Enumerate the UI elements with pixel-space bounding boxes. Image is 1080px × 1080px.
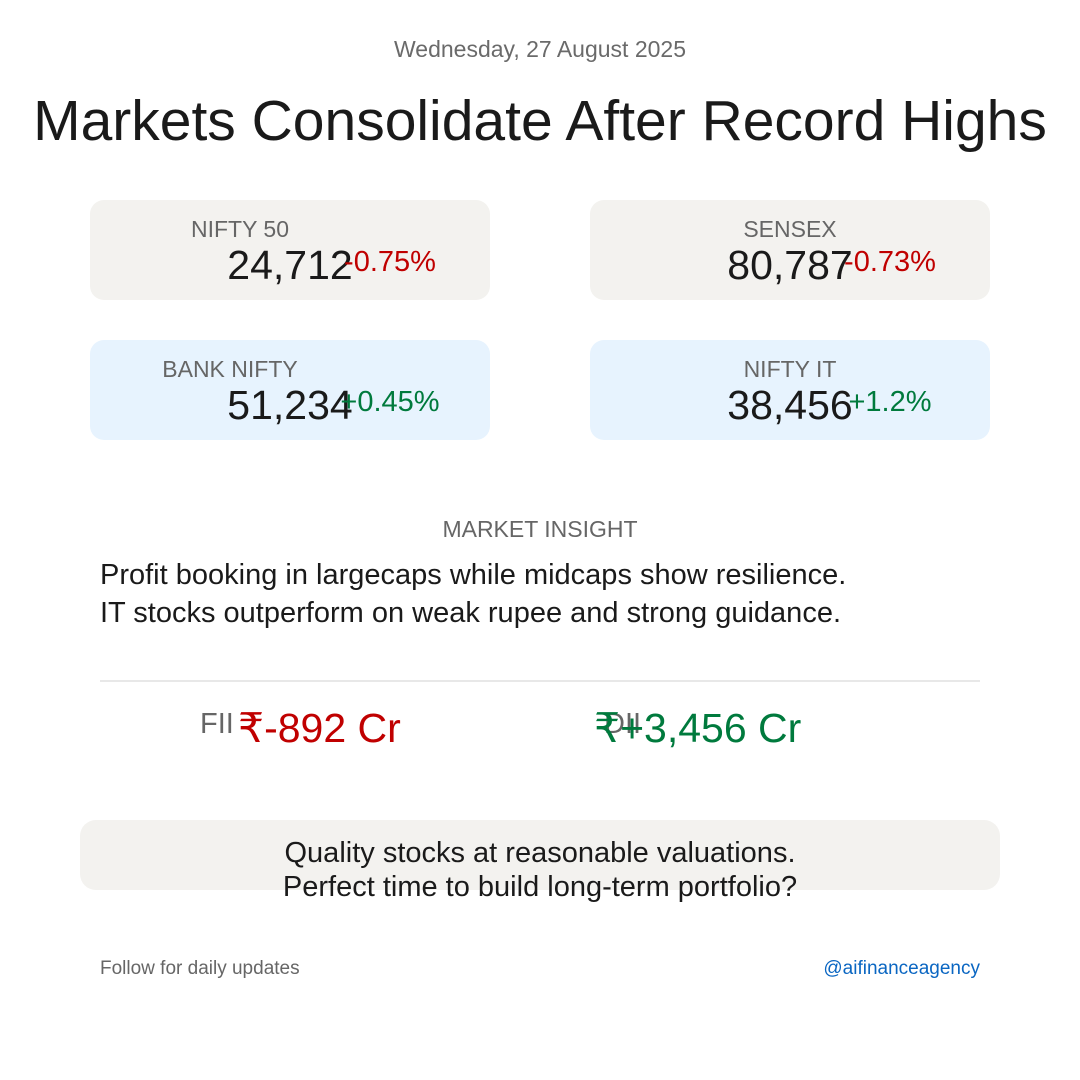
index-card-banknifty: BANK NIFTY 51,234 +0.45% bbox=[90, 340, 490, 440]
index-value: 80,787 bbox=[727, 242, 853, 288]
fii-flow: FII ₹-892 Cr bbox=[200, 704, 500, 754]
cta-line-1: Quality stocks at reasonable valuations. bbox=[284, 837, 796, 869]
insight-label: MARKET INSIGHT bbox=[442, 516, 638, 542]
cta-text: Quality stocks at reasonable valuations.… bbox=[0, 836, 1080, 904]
index-value: 24,712 bbox=[227, 242, 353, 288]
dii-value: ₹+3,456 Cr bbox=[594, 705, 802, 751]
date-text: Wednesday, 27 August 2025 bbox=[394, 36, 686, 62]
cta-line-2: Perfect time to build long-term portfoli… bbox=[282, 871, 798, 903]
footer-follow-text: Follow for daily updates bbox=[100, 958, 300, 979]
dii-label: DII bbox=[604, 708, 642, 740]
index-value: 51,234 bbox=[227, 382, 353, 428]
fii-label: FII bbox=[200, 708, 234, 740]
index-change: +0.45% bbox=[340, 386, 440, 418]
footer-handle-link[interactable]: @aifinanceagency bbox=[823, 958, 980, 979]
index-change: +1.2% bbox=[848, 386, 932, 418]
index-value: 38,456 bbox=[727, 382, 853, 428]
index-change: -0.73% bbox=[844, 246, 936, 278]
index-card-niftyit: NIFTY IT 38,456 +1.2% bbox=[590, 340, 990, 440]
index-change: -0.75% bbox=[344, 246, 436, 278]
fii-value: ₹-892 Cr bbox=[238, 705, 401, 751]
dii-flow: DII ₹+3,456 Cr bbox=[594, 704, 894, 754]
index-name: NIFTY IT bbox=[743, 356, 837, 382]
index-card-sensex: SENSEX 80,787 -0.73% bbox=[590, 200, 990, 300]
index-name: BANK NIFTY bbox=[162, 356, 298, 382]
index-name: SENSEX bbox=[743, 216, 837, 242]
divider bbox=[100, 680, 980, 682]
cta-box bbox=[80, 820, 1000, 890]
index-card-nifty50: NIFTY 50 24,712 -0.75% bbox=[90, 200, 490, 300]
insight-text: Profit booking in largecaps while midcap… bbox=[100, 559, 847, 629]
page-title: Markets Consolidate After Record Highs bbox=[33, 89, 1047, 153]
index-name: NIFTY 50 bbox=[191, 216, 289, 242]
